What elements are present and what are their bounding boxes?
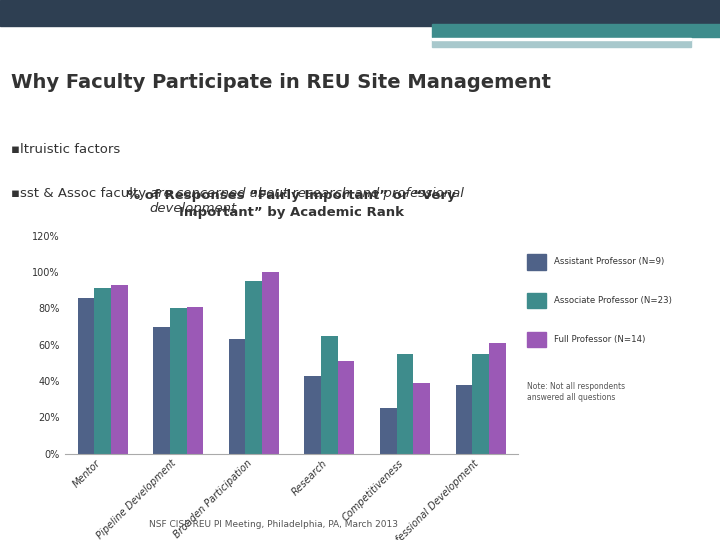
Text: are concerned about research and professional
development: are concerned about research and profess… xyxy=(150,187,464,215)
Bar xyxy=(305,376,321,454)
Bar xyxy=(489,343,505,454)
Bar xyxy=(0,0,720,25)
Bar xyxy=(111,285,127,454)
Bar xyxy=(262,272,279,454)
Text: Full Professor (N=14): Full Professor (N=14) xyxy=(554,335,645,344)
Bar xyxy=(432,38,691,40)
Bar xyxy=(528,293,546,308)
Text: ▪sst & Assoc faculty: ▪sst & Assoc faculty xyxy=(11,187,150,200)
Bar xyxy=(78,298,94,454)
Text: Associate Professor (N=23): Associate Professor (N=23) xyxy=(554,296,672,305)
Bar xyxy=(321,336,338,454)
Bar xyxy=(432,39,691,47)
Bar xyxy=(94,288,111,454)
Bar xyxy=(432,24,720,37)
Title: % of Responses “Fairly Important” or “Very
Important” by Academic Rank: % of Responses “Fairly Important” or “Ve… xyxy=(127,188,456,219)
Bar xyxy=(397,354,413,454)
Bar xyxy=(380,408,397,454)
Text: Why Faculty Participate in REU Site Management: Why Faculty Participate in REU Site Mana… xyxy=(11,73,551,92)
Bar xyxy=(153,327,170,454)
Text: ▪ltruistic factors: ▪ltruistic factors xyxy=(11,143,120,156)
Bar xyxy=(528,332,546,347)
Text: Note: Not all respondents
answered all questions: Note: Not all respondents answered all q… xyxy=(528,382,626,402)
Bar xyxy=(338,361,354,454)
Bar xyxy=(246,281,262,454)
Bar xyxy=(456,384,472,454)
Bar xyxy=(229,339,246,454)
Bar xyxy=(413,383,430,454)
Bar xyxy=(170,308,186,454)
Bar xyxy=(472,354,489,454)
Text: NSF CISE REU PI Meeting, Philadelphia, PA, March 2013: NSF CISE REU PI Meeting, Philadelphia, P… xyxy=(149,520,398,529)
Text: Assistant Professor (N=9): Assistant Professor (N=9) xyxy=(554,257,664,266)
Bar xyxy=(186,307,203,454)
Bar xyxy=(528,254,546,269)
